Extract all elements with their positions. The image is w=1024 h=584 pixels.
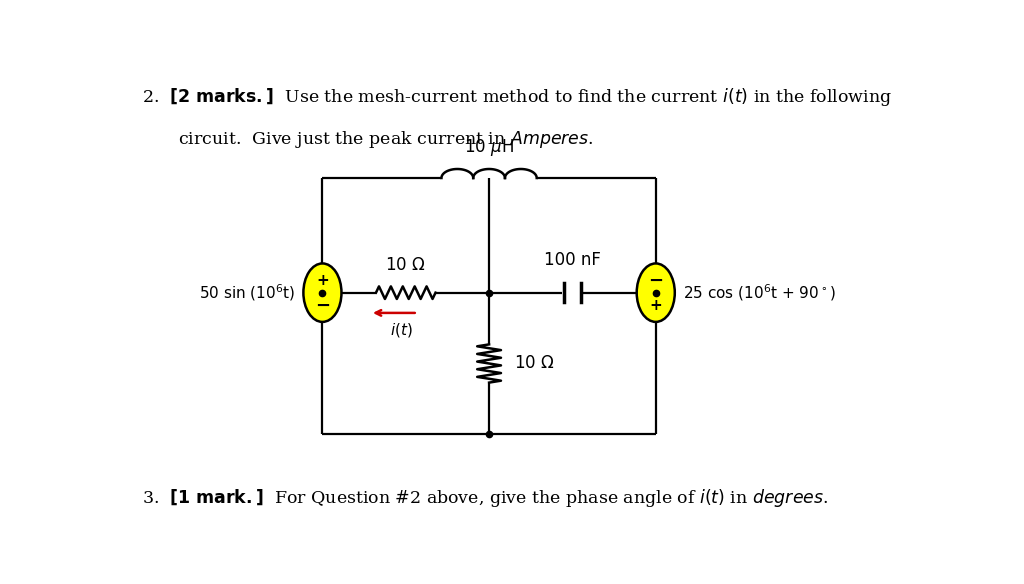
- Text: 3.  $\mathbf{[1\ mark.]}$  For Question $\#$2 above, give the phase angle of $i(: 3. $\mathbf{[1\ mark.]}$ For Question $\…: [142, 488, 828, 509]
- Ellipse shape: [303, 263, 341, 322]
- Text: 10 $\Omega$: 10 $\Omega$: [385, 256, 426, 274]
- Text: 25 cos $(10^6$t $+$ 90$^\circ$): 25 cos $(10^6$t $+$ 90$^\circ$): [683, 282, 837, 303]
- Text: 10 $\Omega$: 10 $\Omega$: [514, 354, 555, 373]
- Text: circuit.  Give just the peak current in $\mathit{Amperes}$.: circuit. Give just the peak current in $…: [178, 128, 594, 150]
- Text: −: −: [314, 297, 330, 315]
- Ellipse shape: [637, 263, 675, 322]
- Text: 50 sin $(10^6$t): 50 sin $(10^6$t): [200, 282, 296, 303]
- Text: $i(t)$: $i(t)$: [390, 321, 413, 339]
- Text: +: +: [649, 298, 663, 313]
- Text: +: +: [316, 273, 329, 288]
- Text: 100 nF: 100 nF: [544, 251, 601, 269]
- Text: 10 $\mu$H: 10 $\mu$H: [464, 137, 514, 158]
- Text: 2.  $\mathbf{[2\ marks.]}$  Use the mesh-current method to find the current $i(t: 2. $\mathbf{[2\ marks.]}$ Use the mesh-c…: [142, 86, 893, 108]
- Text: −: −: [648, 272, 664, 290]
